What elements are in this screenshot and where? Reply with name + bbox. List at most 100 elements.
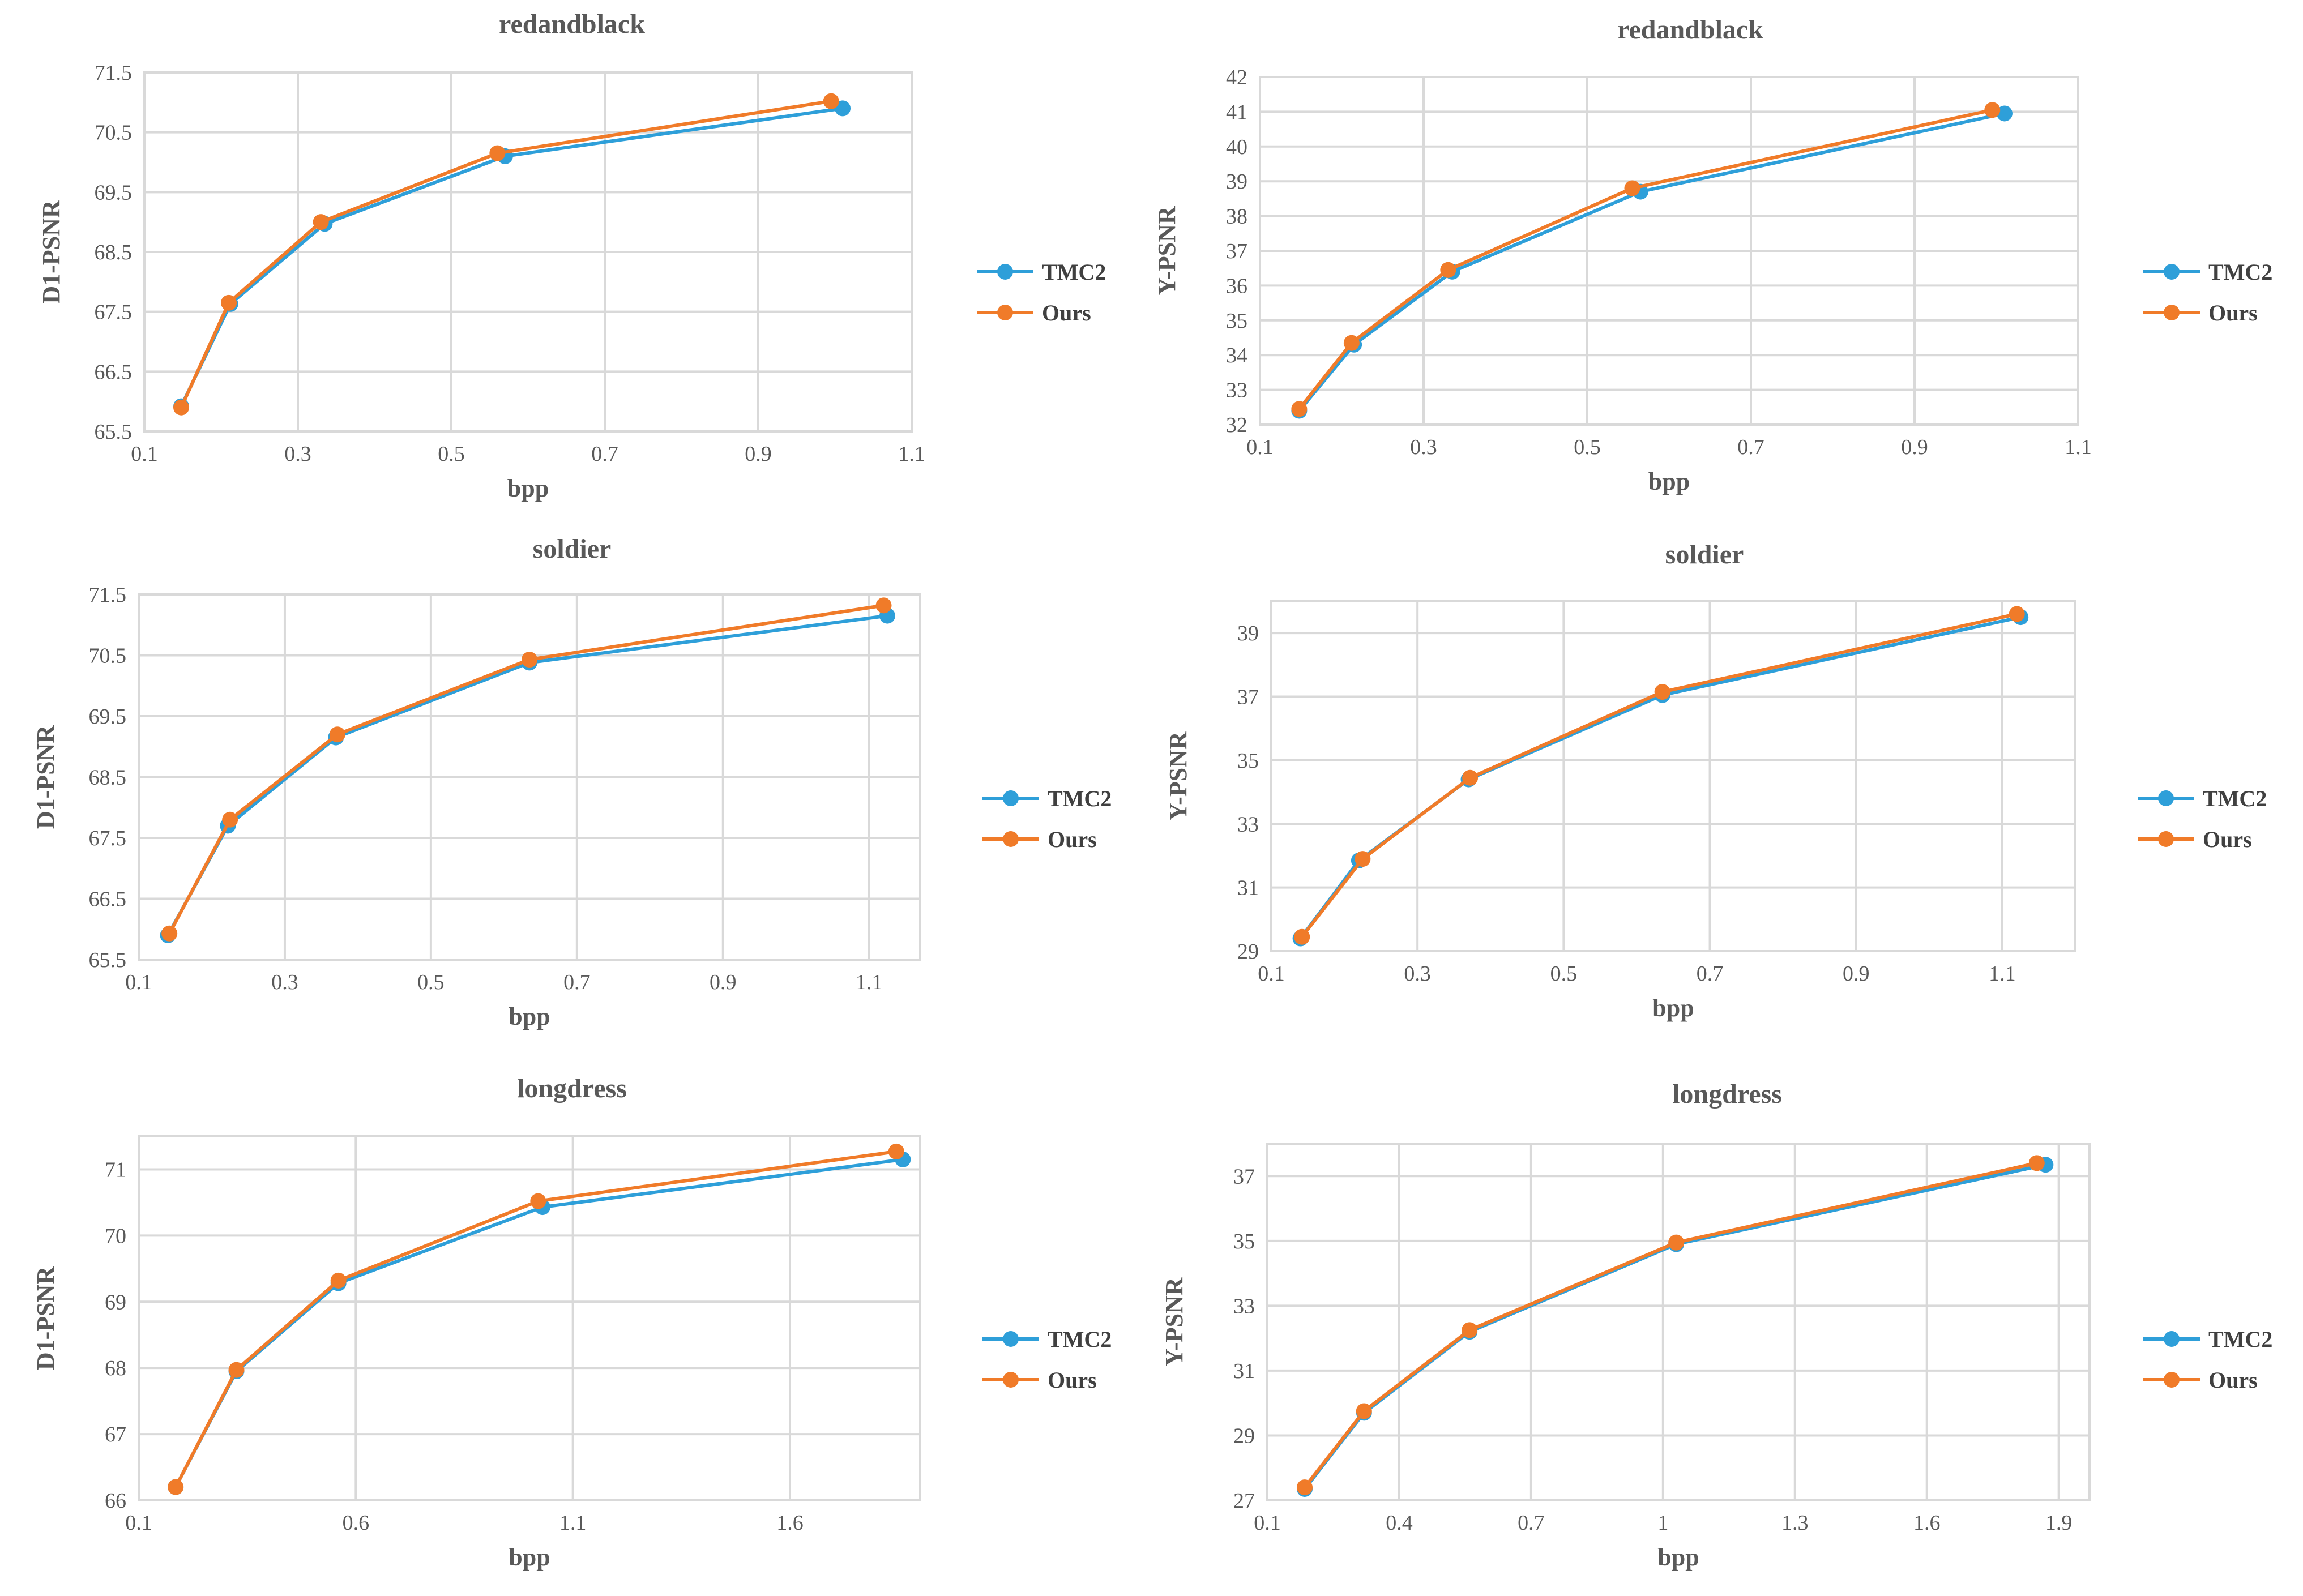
x-tick-label: 1.1	[1989, 962, 2016, 986]
y-tick-label: 37	[1237, 686, 1259, 709]
legend-label-ours: Ours	[2208, 300, 2258, 326]
y-tick-label: 36	[1226, 274, 1247, 298]
data-point-ours	[2009, 606, 2025, 622]
data-point-ours	[1294, 928, 1310, 945]
x-axis-label: bpp	[507, 474, 549, 502]
series-line-tmc2	[1303, 1163, 2046, 1490]
x-tick-label: 1.1	[2065, 435, 2092, 459]
chart-6: 27 29 31 33 35 37 0.1 0.4 0.7 1 1.3 1.6 1.9 longdress…	[1160, 1079, 2272, 1571]
data-point-ours	[1297, 1479, 1313, 1496]
data-point-ours	[530, 1193, 546, 1209]
data-point-tmc2	[835, 100, 851, 117]
x-tick-label: 0.9	[710, 970, 737, 994]
data-point-ours	[330, 1272, 347, 1289]
plot-area	[1270, 600, 2076, 952]
data-point-ours	[222, 811, 238, 828]
y-tick-label: 71	[105, 1158, 126, 1182]
legend-label-ours: Ours	[1048, 1367, 1097, 1393]
legend-label-tmc2: TMC2	[1048, 786, 1112, 811]
y-tick-label: 37	[1226, 239, 1247, 263]
y-tick-label: 39	[1237, 622, 1259, 645]
y-tick-label: 68.5	[95, 241, 133, 264]
x-tick-label: 0.1	[1258, 962, 1285, 986]
x-axis-label: bpp	[1648, 468, 1690, 495]
x-tick-label: 0.9	[1843, 962, 1870, 986]
x-tick-label: 0.3	[271, 970, 298, 994]
legend-marker-tmc2	[1003, 790, 1019, 806]
data-point-ours	[888, 1143, 904, 1159]
legend-label-tmc2: TMC2	[2208, 1327, 2272, 1352]
y-tick-label: 65.5	[89, 948, 127, 972]
x-tick-label: 1.3	[1781, 1511, 1809, 1535]
y-tick-label: 27	[1233, 1489, 1255, 1513]
chart-title: redandblack	[499, 9, 645, 39]
y-tick-label: 32	[1226, 413, 1247, 437]
series-line-ours	[180, 99, 832, 408]
data-point-ours	[489, 145, 506, 161]
y-tick-label: 38	[1226, 205, 1247, 229]
data-point-ours	[823, 93, 839, 109]
plot-area	[138, 1135, 921, 1501]
plot-area	[1266, 1143, 2091, 1501]
x-axis-label: bpp	[1657, 1543, 1699, 1571]
legend-marker-ours	[997, 305, 1013, 320]
y-tick-label: 35	[1226, 309, 1247, 333]
x-tick-label: 0.9	[1901, 435, 1928, 459]
chart-4: 29 31 33 35 37 39 0.1 0.3 0.5 0.7 0.9 1.1 soldier bpp…	[1164, 540, 2267, 1022]
legend-label-tmc2: TMC2	[1042, 259, 1106, 285]
y-tick-label: 71.5	[95, 61, 133, 85]
y-axis-label: Y-PSNR	[1164, 731, 1192, 821]
y-axis-label: D1-PSNR	[37, 199, 65, 304]
y-tick-label: 65.5	[95, 420, 133, 444]
y-tick-label: 41	[1226, 100, 1247, 124]
chart-title: longdress	[517, 1073, 627, 1103]
x-tick-label: 0.5	[1550, 962, 1578, 986]
legend-label-tmc2: TMC2	[2203, 786, 2267, 811]
legend-label-tmc2: TMC2	[2208, 259, 2272, 285]
data-point-ours	[161, 925, 178, 942]
legend-marker-tmc2	[2164, 264, 2180, 280]
x-tick-label: 0.9	[745, 442, 772, 466]
data-point-ours	[1355, 851, 1371, 867]
y-tick-label: 66.5	[89, 888, 127, 912]
y-tick-label: 31	[1237, 876, 1259, 900]
y-tick-label: 33	[1233, 1294, 1255, 1318]
legend-marker-tmc2	[2158, 790, 2174, 806]
y-tick-label: 31	[1233, 1359, 1255, 1383]
legend-marker-ours	[2164, 1372, 2180, 1388]
data-point-ours	[1624, 180, 1640, 196]
legend-marker-tmc2	[2164, 1331, 2180, 1347]
y-tick-label: 66.5	[95, 360, 133, 384]
y-tick-label: 35	[1237, 749, 1259, 773]
data-point-ours	[2028, 1155, 2045, 1171]
legend-marker-tmc2	[1003, 1331, 1019, 1347]
x-tick-label: 0.3	[1410, 435, 1437, 459]
x-axis-label: bpp	[1652, 994, 1694, 1022]
x-tick-label: 0.1	[125, 1511, 152, 1535]
data-point-ours	[1440, 262, 1456, 278]
y-tick-label: 70	[105, 1224, 126, 1248]
series-line-tmc2	[1298, 112, 2005, 412]
x-tick-label: 1.9	[2045, 1511, 2073, 1535]
x-axis-label: bpp	[509, 1543, 550, 1571]
x-tick-label: 0.7	[1737, 435, 1764, 459]
legend-marker-ours	[2164, 305, 2180, 320]
y-tick-label: 68.5	[89, 766, 127, 790]
series-line-ours	[1298, 108, 1993, 410]
x-tick-label: 0.1	[125, 970, 152, 994]
chart-title: soldier	[533, 534, 612, 564]
y-tick-label: 29	[1237, 940, 1259, 964]
legend-label-ours: Ours	[1048, 827, 1097, 852]
data-point-ours	[168, 1479, 184, 1495]
y-tick-label: 67	[105, 1423, 126, 1447]
y-tick-label: 40	[1226, 135, 1247, 159]
data-point-ours	[1462, 1322, 1478, 1338]
x-tick-label: 1	[1657, 1511, 1668, 1535]
data-point-ours	[228, 1362, 245, 1378]
data-point-ours	[1654, 684, 1670, 700]
chart-3: 65.5 66.5 67.5 68.5 69.5 70.5 71.5 0.1 0.3 0.5 0.7…	[32, 534, 1112, 1030]
y-tick-label: 67.5	[95, 301, 133, 324]
legend-label-ours: Ours	[1042, 300, 1091, 326]
data-point-ours	[1343, 335, 1360, 351]
data-point-ours	[1356, 1403, 1372, 1419]
